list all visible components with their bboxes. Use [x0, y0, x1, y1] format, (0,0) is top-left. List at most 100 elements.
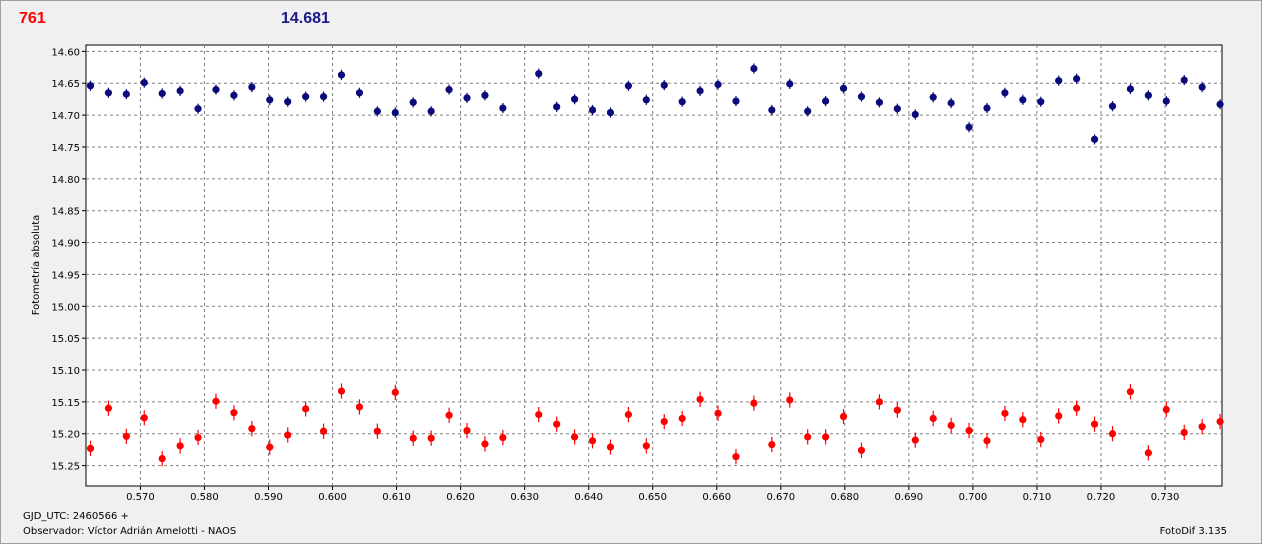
data-point — [642, 96, 650, 104]
data-point — [642, 442, 650, 450]
data-point — [445, 411, 453, 419]
data-point — [230, 409, 238, 417]
y-tick-label: 14.65 — [51, 79, 80, 90]
data-point — [140, 78, 148, 87]
x-tick-label: 0.570 — [126, 492, 155, 503]
data-point — [768, 106, 776, 114]
data-point — [391, 108, 399, 117]
data-point — [535, 411, 543, 419]
data-point — [839, 84, 848, 92]
data-point — [284, 431, 292, 439]
data-point — [86, 82, 95, 90]
data-point — [660, 81, 668, 89]
data-point — [893, 406, 901, 414]
data-point — [409, 434, 417, 442]
x-tick-label: 0.690 — [895, 492, 924, 503]
x-tick-label: 0.650 — [638, 492, 667, 503]
data-point — [140, 414, 148, 422]
data-point — [678, 98, 686, 106]
data-point — [1198, 423, 1206, 431]
x-tick-label: 0.670 — [766, 492, 795, 503]
data-point — [570, 433, 579, 441]
data-point — [875, 98, 884, 106]
point-count: 761 — [19, 10, 46, 27]
data-point — [929, 414, 937, 423]
data-point — [1055, 77, 1063, 85]
y-axis: 14.60 14.65 14.70 14.75 14.80 14.85 14.90 14.95… — [51, 47, 86, 473]
data-point — [481, 91, 489, 99]
data-point — [212, 86, 220, 94]
data-point — [1162, 405, 1170, 414]
data-point — [696, 87, 704, 95]
y-tick-label: 14.90 — [51, 239, 80, 250]
data-point — [194, 433, 202, 442]
data-point — [284, 98, 292, 106]
y-tick-label: 14.80 — [51, 175, 80, 186]
data-point — [104, 404, 113, 412]
data-point — [965, 426, 973, 435]
data-point — [965, 123, 973, 131]
data-point — [696, 395, 704, 403]
data-point — [266, 96, 274, 104]
x-tick-label: 0.600 — [318, 492, 347, 503]
data-point — [1073, 75, 1081, 83]
y-axis-label: Fotometría absoluta — [30, 215, 42, 316]
data-point — [786, 396, 794, 404]
data-point — [86, 444, 95, 453]
mean-magnitude: 14.681 — [281, 10, 330, 27]
data-point — [1037, 98, 1045, 106]
data-point — [194, 105, 202, 113]
data-point — [1216, 100, 1224, 108]
y-tick-label: 14.95 — [51, 270, 80, 281]
data-point — [176, 87, 184, 95]
data-point — [481, 440, 489, 448]
data-point — [983, 437, 991, 445]
y-tick-label: 14.85 — [51, 207, 80, 218]
y-tick-label: 15.00 — [51, 302, 80, 313]
data-point — [248, 83, 256, 91]
data-point — [122, 432, 130, 440]
data-point — [337, 387, 346, 395]
data-point — [750, 399, 758, 407]
data-point — [732, 453, 740, 461]
data-point — [122, 90, 130, 98]
data-point — [678, 414, 686, 423]
data-point — [1108, 430, 1117, 438]
data-point — [875, 398, 884, 406]
data-point — [1180, 76, 1188, 84]
data-point — [1019, 96, 1027, 104]
data-point — [553, 103, 561, 111]
data-point — [499, 104, 507, 112]
data-point — [588, 437, 597, 445]
data-point — [1019, 416, 1027, 424]
data-point — [230, 91, 238, 99]
x-tick-label: 0.730 — [1151, 492, 1180, 503]
data-point — [768, 440, 776, 449]
x-tick-label: 0.590 — [254, 492, 283, 503]
data-point — [266, 443, 274, 451]
y-tick-label: 15.20 — [51, 430, 80, 441]
data-point — [1055, 412, 1063, 420]
software-label: FotoDif 3.135 — [1159, 526, 1227, 537]
observer-label: Observador: Víctor Adrián Amelotti - NAO… — [23, 526, 237, 537]
data-point — [947, 421, 955, 430]
data-point — [714, 80, 722, 89]
data-point — [624, 82, 632, 90]
y-tick-label: 15.05 — [51, 334, 80, 345]
data-point — [319, 427, 328, 435]
data-point — [1073, 404, 1081, 412]
y-tick-label: 14.75 — [51, 143, 80, 154]
data-point — [1037, 435, 1045, 444]
data-point — [804, 433, 812, 441]
x-axis: 0.570 0.580 0.590 0.600 0.610 0.620 0.630 0.640… — [126, 486, 1179, 503]
x-tick-label: 0.610 — [382, 492, 411, 503]
data-point — [248, 425, 256, 433]
data-point — [176, 442, 184, 450]
data-point — [1001, 89, 1009, 97]
data-point — [158, 454, 166, 463]
data-point — [158, 89, 166, 98]
y-tick-label: 15.10 — [51, 366, 80, 377]
data-point — [355, 89, 364, 97]
